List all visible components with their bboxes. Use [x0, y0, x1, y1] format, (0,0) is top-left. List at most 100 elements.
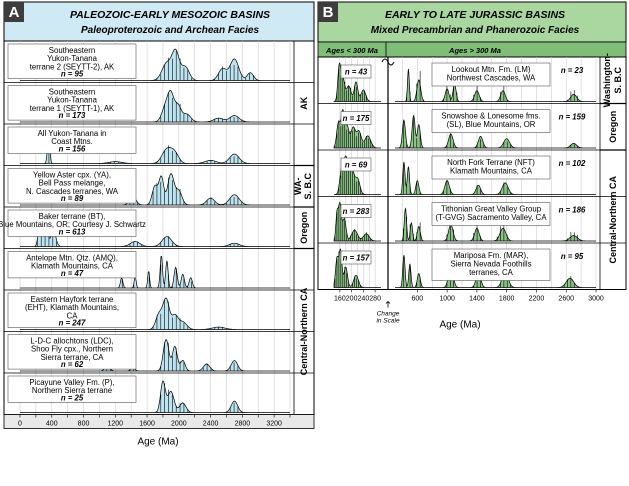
x-tick-label: 1400 — [469, 296, 485, 303]
sample-curve-2 — [20, 131, 290, 164]
group-label: Oregon — [299, 212, 309, 244]
sample-n: n = 173 — [59, 111, 86, 120]
sample-n-right: n = 186 — [559, 206, 586, 215]
header-right-label: Ages > 300 Ma — [448, 46, 501, 55]
panel-a-subtitle: Paleoproterozoic and Archean Facies — [81, 25, 259, 36]
group-label: Oregon — [608, 111, 618, 143]
sample-label-box — [7, 334, 137, 370]
sample-curve-3 — [20, 173, 290, 206]
sample-label-box — [7, 168, 137, 204]
sample-label: Eastern Hayfork terrane (EHT), Klamath Mo… — [25, 295, 119, 320]
sample-n-right: n = 102 — [559, 159, 586, 168]
x-tick-label: 3000 — [588, 296, 604, 303]
sample-label: Picayune Valley Fm. (P), Northern Sierra … — [29, 378, 114, 395]
sample-n: n = 247 — [59, 319, 86, 328]
panel-a: A PALEOZOIC-EARLY MESOZOIC BASINS Paleopro… — [0, 1, 315, 448]
sample-curve-4 — [20, 214, 290, 247]
panel-a-axis-band — [3, 414, 315, 429]
x-tick-label: 400 — [46, 421, 58, 428]
sample-n-left: n = 69 — [345, 161, 368, 170]
sample-n: n = 156 — [59, 144, 86, 153]
sample-label: Snowshoe & Lonesome fms. (SL), Blue Mount… — [441, 112, 540, 130]
x-tick-label: 2600 — [558, 296, 574, 303]
n-left-box — [340, 64, 372, 79]
n-left-box — [340, 111, 372, 125]
n-left-box — [340, 157, 372, 172]
x-tick-label: 0 — [18, 421, 22, 428]
x-tick-label: 280 — [369, 296, 381, 303]
group-label: AK — [299, 96, 309, 109]
header-left-label: Ages < 300 Ma — [325, 46, 378, 55]
sample-n-right: n = 23 — [561, 66, 584, 75]
sample-n-right: n = 159 — [559, 113, 586, 122]
panel-b-title: EARLY TO LATE JURASSIC BASINS — [385, 9, 565, 21]
sample-label: Southeastern Yukon-Tanana terrane 2 (SEYTT… — [30, 46, 115, 71]
panel-b-xlabel: Age (Ma) — [439, 320, 480, 331]
panel-b-letter: B — [323, 4, 334, 21]
x-tick-label: 160 — [334, 296, 346, 303]
sample-n-right: n = 95 — [561, 252, 584, 261]
sample-curve-5 — [20, 256, 290, 289]
sample-label: L-D-C allochtons (LDC), Shoo Fly cpx., No… — [30, 337, 113, 362]
sample-curve-right-0 — [395, 68, 596, 102]
sample-curve-1 — [20, 90, 290, 123]
x-tick-label: 1000 — [439, 296, 455, 303]
sample-label: All Yukon-Tanana in Coast Mtns. — [38, 129, 107, 146]
x-tick-label: 2800 — [235, 421, 251, 428]
panel-b-header — [317, 1, 627, 43]
panel-a-header — [3, 1, 315, 43]
sample-n-left: n = 175 — [343, 114, 370, 123]
sample-n: n = 25 — [61, 393, 84, 402]
sample-n-left: n = 43 — [345, 68, 368, 77]
sample-n: n = 47 — [61, 269, 84, 278]
sample-label-box — [431, 109, 551, 133]
group-label: Central-Northern CA — [299, 287, 309, 375]
panel-b: B EARLY TO LATE JURASSIC BASINS Mixed Prec… — [317, 1, 627, 331]
sample-label-box — [7, 85, 137, 121]
group-label: S. B.C — [613, 67, 623, 94]
panel-a-letter: A — [9, 4, 20, 21]
panel-b-subtitle: Mixed Precambrian and Phanerozoic Facies — [371, 25, 580, 36]
sample-n-left: n = 283 — [343, 207, 370, 216]
sample-curve-6 — [20, 297, 290, 330]
sample-label-box — [7, 43, 137, 79]
sample-label-box — [7, 126, 137, 154]
x-tick-label: 1600 — [139, 421, 155, 428]
sample-curve-right-2 — [395, 161, 596, 195]
x-tick-label: 2200 — [529, 296, 545, 303]
scale-break-arrow — [385, 300, 391, 308]
n-left-box — [340, 204, 372, 218]
scale-break-label: Change in Scale — [376, 311, 400, 325]
sample-label-box — [7, 251, 137, 279]
sample-label: Lookout Mtn. Fm. (LM) Northwest Cascades,… — [447, 65, 536, 83]
sample-label: Southeastern Yukon-Tanana terrane 1 (SEYTT… — [30, 88, 115, 113]
x-tick-label: 800 — [78, 421, 90, 428]
sample-label-box — [431, 62, 551, 87]
sample-curve-7 — [20, 338, 290, 372]
sample-n: n = 95 — [61, 70, 84, 79]
x-tick-label: 1200 — [108, 421, 124, 428]
n-left-box — [340, 250, 372, 265]
sample-label: Tithonian Great Valley Group (T-GVG) Sacr… — [435, 205, 547, 223]
x-tick-label: 3200 — [266, 421, 282, 428]
sample-label-box — [431, 155, 551, 180]
sample-n: n = 62 — [61, 360, 84, 369]
sample-label-box — [7, 209, 137, 237]
group-label: Washington- — [602, 53, 612, 107]
x-tick-label: 240 — [358, 296, 370, 303]
group-label: Central-Northern CA — [608, 176, 618, 264]
panel-a-title: PALEOZOIC-EARLY MESOZOIC BASINS — [70, 9, 270, 21]
sample-label: North Fork Terrane (NFT) Klamath Mountain… — [447, 158, 535, 176]
sample-curve-right-3 — [395, 207, 596, 242]
sample-label: Yellow Aster cpx. (YA), Bell Pass melange… — [26, 171, 119, 196]
sample-n: n = 613 — [59, 227, 86, 236]
x-tick-label: 600 — [411, 296, 423, 303]
x-tick-label: 2000 — [171, 421, 187, 428]
sample-label-box — [7, 292, 137, 328]
sample-label: Mariposa Fm. (MAR), Sierra Nevada Foothil… — [450, 251, 531, 277]
sample-label: Antelope Mtn. Qtz. (AMQ), Klamath Mountai… — [26, 254, 118, 271]
group-label: S. B.C — [303, 173, 313, 200]
sample-n-left: n = 157 — [343, 254, 370, 263]
group-label: WA- — [293, 178, 303, 196]
